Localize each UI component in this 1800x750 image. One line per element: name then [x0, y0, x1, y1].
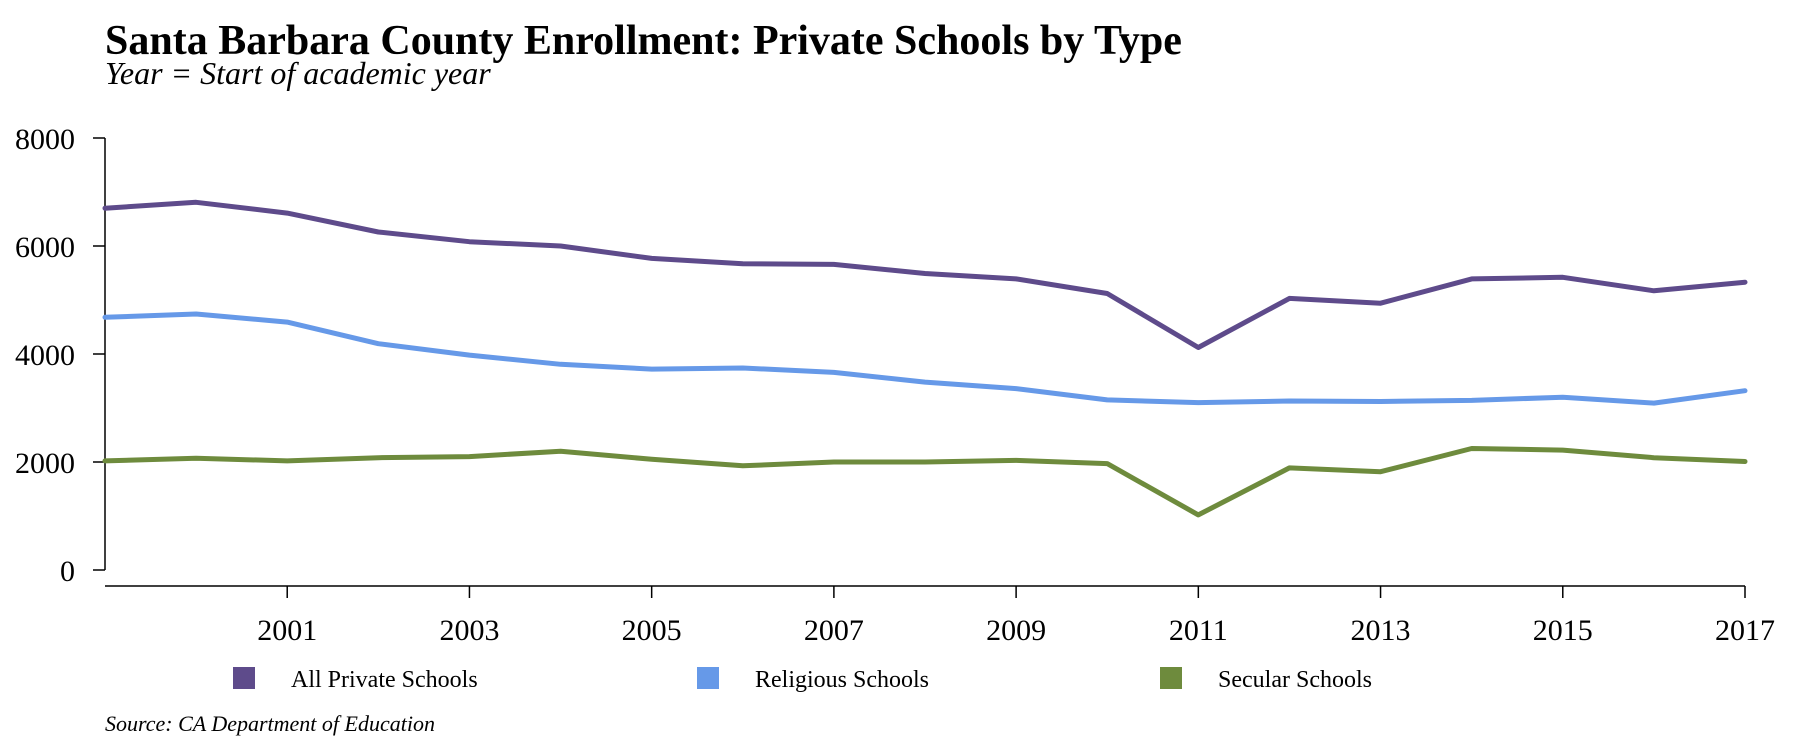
y-tick-label: 8000 [15, 123, 75, 156]
x-axis: 2001 2003 2005 2007 2009 2011 2013 2015 2017 [105, 585, 1775, 647]
legend-label: Secular Schools [1218, 667, 1372, 693]
x-tick-label: 2009 [986, 614, 1046, 647]
legend-label: Religious Schools [755, 667, 929, 693]
x-tick-label: 2005 [622, 614, 682, 647]
legend-label: All Private Schools [291, 667, 478, 693]
x-tick-label: 2003 [439, 614, 499, 647]
chart-subtitle: Year = Start of academic year [105, 55, 491, 91]
x-tick-label: 2015 [1533, 614, 1593, 647]
legend-swatch [233, 667, 255, 689]
chart-source: Source: CA Department of Education [105, 711, 435, 736]
legend-swatch [697, 667, 719, 689]
x-tick-label: 2011 [1169, 614, 1228, 647]
y-tick-label: 6000 [15, 231, 75, 264]
x-tick-label: 2001 [257, 614, 317, 647]
y-tick-label: 0 [60, 555, 75, 588]
legend-swatch [1160, 667, 1182, 689]
y-tick-label: 4000 [15, 339, 75, 372]
legend-item-1: All Private Schools [233, 667, 478, 693]
series-line-2 [102, 311, 1748, 406]
legend: All Private Schools Religious Schools Secu… [233, 667, 1372, 693]
series-line-3 [102, 446, 1748, 518]
legend-item-2: Religious Schools [697, 667, 929, 693]
x-tick-label: 2007 [804, 614, 864, 647]
y-tick-label: 2000 [15, 447, 75, 480]
series-line-1 [102, 199, 1748, 350]
x-tick-label: 2013 [1351, 614, 1411, 647]
chart-title: Santa Barbara County Enrollment: Private… [105, 18, 1182, 64]
y-axis: 0 2000 4000 6000 8000 [15, 123, 106, 588]
legend-item-3: Secular Schools [1160, 667, 1372, 693]
series-lines [102, 199, 1748, 518]
x-tick-label: 2017 [1715, 614, 1775, 647]
